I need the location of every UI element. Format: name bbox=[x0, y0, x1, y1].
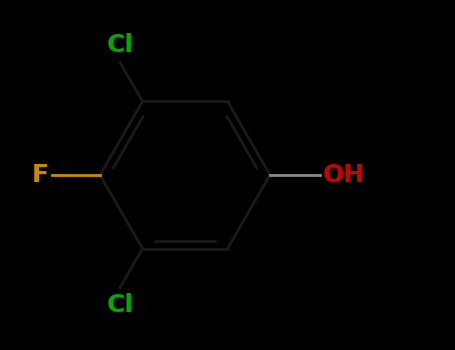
Text: Cl: Cl bbox=[106, 33, 133, 57]
Text: Cl: Cl bbox=[106, 293, 133, 317]
Text: F: F bbox=[32, 163, 49, 187]
Text: OH: OH bbox=[323, 163, 365, 187]
